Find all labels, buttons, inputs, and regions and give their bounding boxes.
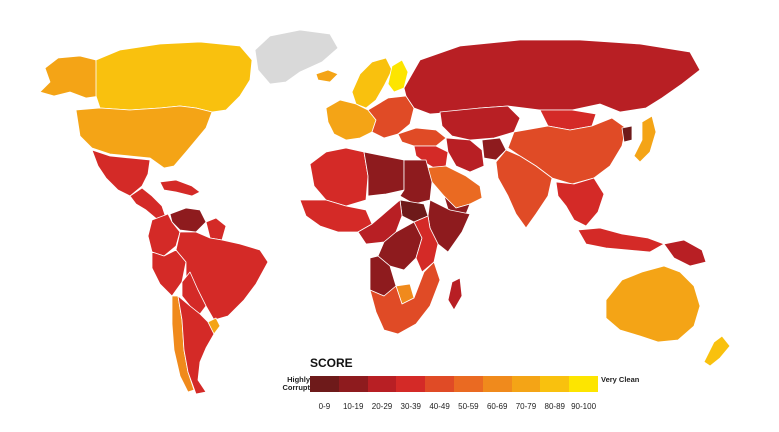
region-greenland[interactable]: [254, 29, 339, 85]
region-iran[interactable]: [445, 137, 485, 173]
region-north-korea[interactable]: [621, 125, 633, 143]
region-new-zealand[interactable]: [703, 335, 731, 367]
region-mexico[interactable]: [91, 149, 151, 197]
legend-swatch: [453, 376, 483, 392]
region-peru[interactable]: [151, 249, 187, 297]
legend-swatch: [511, 376, 541, 392]
region-alaska[interactable]: [39, 55, 101, 99]
legend-swatch: [540, 376, 570, 392]
legend-swatch: [482, 376, 512, 392]
region-colombia-ecuador[interactable]: [147, 213, 181, 257]
region-guianas[interactable]: [205, 217, 227, 241]
region-papua-new-guinea[interactable]: [663, 239, 707, 267]
region-arabian-peninsula[interactable]: [423, 165, 483, 209]
region-north-africa[interactable]: [309, 147, 369, 207]
legend-high-label: Very Clean: [601, 375, 640, 384]
region-india[interactable]: [495, 149, 553, 229]
legend-bin-label: 80-89: [544, 402, 565, 411]
region-sudan[interactable]: [399, 159, 433, 205]
region-libya[interactable]: [363, 151, 405, 197]
region-australia[interactable]: [605, 265, 701, 343]
region-central-asia[interactable]: [439, 105, 521, 141]
region-japan[interactable]: [633, 115, 657, 163]
legend-bin-labels: 0-9 10-19 20-29 30-39 40-49 50-59 60-69 70-79 80…: [310, 402, 598, 411]
legend-swatch: [425, 376, 454, 392]
legend-bin-label: 0-9: [318, 402, 331, 411]
legend-bin-label: 10-19: [342, 402, 364, 411]
legend-title: SCORE: [310, 356, 353, 370]
region-southeast-asia[interactable]: [555, 177, 605, 227]
legend-bin-label: 60-69: [486, 402, 508, 411]
legend-bin-label: 40-49: [429, 402, 450, 411]
region-united-states[interactable]: [75, 105, 213, 169]
legend-bin-label: 20-29: [371, 402, 393, 411]
region-caribbean[interactable]: [159, 179, 201, 197]
legend-swatch: [569, 376, 598, 392]
region-southern-africa[interactable]: [369, 261, 441, 335]
legend-low-label: Highly Corrupt: [282, 375, 311, 392]
legend-swatch: [367, 376, 397, 392]
region-brazil[interactable]: [175, 231, 269, 321]
legend-color-bar: [310, 376, 598, 392]
legend-bin-label: 70-79: [515, 402, 537, 411]
region-indonesia[interactable]: [577, 227, 665, 253]
region-afghanistan[interactable]: [481, 137, 507, 161]
region-central-america[interactable]: [129, 187, 167, 221]
region-uruguay[interactable]: [207, 317, 221, 335]
region-iceland[interactable]: [315, 69, 339, 83]
legend-bin-label: 90-100: [571, 402, 597, 411]
region-madagascar[interactable]: [447, 277, 463, 311]
legend-swatch: [338, 376, 368, 392]
region-west-africa[interactable]: [299, 199, 373, 233]
region-eastern-europe[interactable]: [367, 95, 415, 139]
region-central-africa[interactable]: [357, 199, 403, 245]
region-scandinavia[interactable]: [351, 57, 393, 109]
region-russia[interactable]: [403, 39, 701, 115]
region-canada[interactable]: [95, 41, 253, 113]
region-bolivia-paraguay[interactable]: [181, 271, 207, 315]
legend-swatch: [396, 376, 426, 392]
region-argentina[interactable]: [177, 295, 215, 395]
legend-bin-label: 50-59: [458, 402, 479, 411]
legend-bin-label: 30-39: [400, 402, 422, 411]
region-turkey[interactable]: [397, 127, 447, 147]
legend-swatch: [310, 376, 339, 392]
